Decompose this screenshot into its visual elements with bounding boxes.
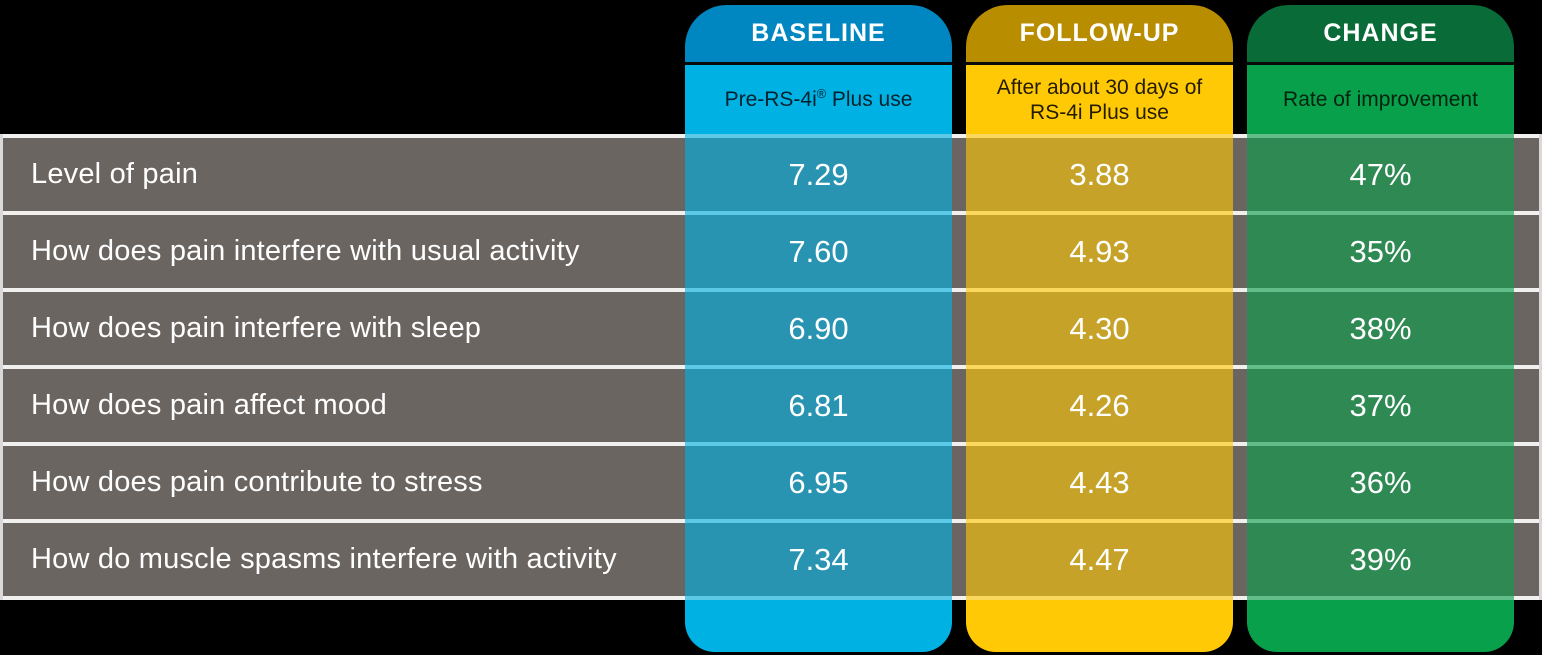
column-pill-baseline: BASELINE Pre-RS-4i® Plus use 7.29 7.60 6.9… [685, 5, 952, 652]
value-cell-followup: 3.88 [1069, 156, 1130, 192]
column-pill-change: CHANGE Rate of improvement 47% 35% 38% 37% 3… [1247, 5, 1514, 652]
column-subheader: Pre-RS-4i® Plus use [685, 65, 952, 134]
column-footer [966, 600, 1233, 652]
column-header-baseline: BASELINE [685, 5, 952, 62]
value-cell-change: 47% [1349, 156, 1412, 192]
column-header-change: CHANGE [1247, 5, 1514, 62]
row-label: How does pain contribute to stress [31, 466, 483, 498]
column-pill-followup: FOLLOW-UP After about 30 days of RS-4i Pl… [966, 5, 1233, 652]
subheader-line: RS-4i Plus use [1030, 100, 1169, 124]
row-label: Level of pain [31, 158, 199, 190]
value-cell-followup: 4.26 [1069, 387, 1130, 423]
column-header-followup: FOLLOW-UP [966, 5, 1233, 62]
value-cell-baseline: 7.34 [788, 541, 849, 577]
row-label: How does pain interfere with usual activ… [31, 235, 580, 267]
value-cell-baseline: 6.90 [788, 310, 849, 346]
column-body: 47% 35% 38% 37% 36% 39% [1247, 134, 1514, 600]
subheader-line: After about 30 days of [996, 75, 1203, 99]
value-cell-change: 37% [1349, 387, 1412, 423]
value-cell-baseline: 7.29 [788, 156, 849, 192]
column-body: 3.88 4.93 4.30 4.26 4.43 4.47 [966, 134, 1233, 600]
value-cell-followup: 4.43 [1069, 464, 1130, 500]
header-divider [1247, 62, 1514, 65]
value-cell-change: 35% [1349, 233, 1412, 269]
value-cell-change: 38% [1349, 310, 1412, 346]
column-footer [1247, 600, 1514, 652]
subheader-line: Rate of improvement [1283, 88, 1478, 111]
value-cell-baseline: 6.95 [788, 464, 849, 500]
row-label: How does pain interfere with sleep [31, 312, 482, 344]
value-cell-followup: 4.30 [1069, 310, 1130, 346]
header-divider [685, 62, 952, 65]
column-subheader: Rate of improvement [1247, 65, 1514, 134]
column-body: 7.29 7.60 6.90 6.81 6.95 7.34 [685, 134, 952, 600]
row-label: How does pain affect mood [31, 389, 387, 421]
column-subheader: After about 30 days of RS-4i Plus use [966, 65, 1233, 134]
value-cell-baseline: 6.81 [788, 387, 849, 423]
value-cell-change: 39% [1349, 541, 1412, 577]
row-label: How do muscle spasms interfere with acti… [31, 543, 617, 575]
value-cell-baseline: 7.60 [788, 233, 849, 269]
subheader-line: Pre-RS-4i® Plus use [724, 87, 913, 111]
value-cell-change: 36% [1349, 464, 1412, 500]
value-cell-followup: 4.47 [1069, 541, 1130, 577]
header-divider [966, 62, 1233, 65]
value-cell-followup: 4.93 [1069, 233, 1130, 269]
column-footer [685, 600, 952, 652]
